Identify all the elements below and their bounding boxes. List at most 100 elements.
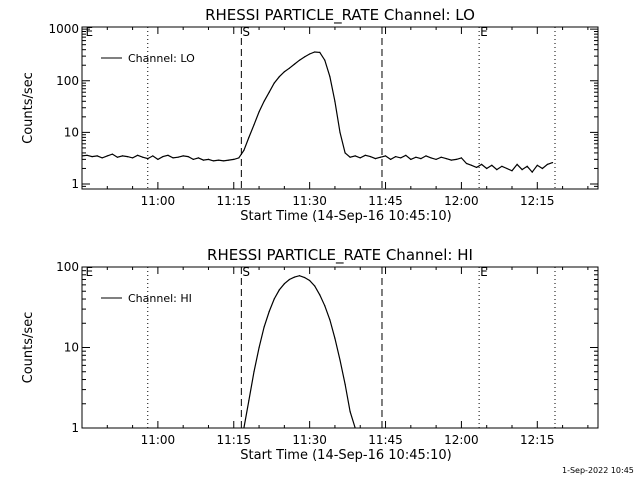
data-point [314,51,315,52]
data-point [294,277,295,278]
data-point [339,359,340,360]
data-point [410,159,411,160]
data-point [299,60,300,61]
data-point [274,298,275,299]
chart-title: RHESSI PARTICLE_RATE Channel: LO [205,6,475,25]
plot-window: RHESSI PARTICLE_RATE Channel: LO E S E 11:00… [0,0,640,480]
data-point [415,157,416,158]
marker-label-e: E [86,25,94,39]
data-point [203,160,204,161]
data-point [334,101,335,102]
marker-label-s: S [242,265,250,279]
data-point [157,159,158,160]
data-point [183,155,184,156]
data-point [329,319,330,320]
data-point [198,157,199,158]
data-point [87,155,88,156]
x-axis-label: Start Time (14-Sep-16 10:45:10) [240,209,451,224]
data-point [304,277,305,278]
data-point [446,158,447,159]
data-point [476,167,477,168]
data-point [456,159,457,160]
data-point [253,124,254,125]
data-point [390,159,391,160]
x-tick-label: 11:30 [292,433,327,447]
data-point [274,83,275,84]
data-point [309,53,310,54]
data-point [385,155,386,156]
data-point [223,160,224,161]
data-point [279,289,280,290]
data-point [142,157,143,158]
data-point [304,56,305,57]
legend-label: Channel: HI [128,292,192,305]
x-tick-label: 11:15 [216,194,251,208]
data-point [522,169,523,170]
data-point [132,157,133,158]
rhessi-plot: RHESSI PARTICLE_RATE Channel: LOE S E11:00… [0,0,640,480]
y-tick-label: 1 [71,421,79,435]
data-point [501,166,502,167]
data-point [425,155,426,156]
x-tick-label: 12:00 [444,194,479,208]
data-point [319,52,320,53]
data-point [532,172,533,173]
y-tick-label: 1 [71,177,79,191]
x-tick-label: 12:15 [520,433,555,447]
data-point [193,159,194,160]
data-point [324,305,325,306]
data-point [537,165,538,166]
y-axis-label: Counts/sec [21,72,36,144]
data-point [365,155,366,156]
data-point [395,156,396,157]
y-axis-label: Counts/sec [21,312,36,384]
data-point [248,400,249,401]
data-point [188,156,189,157]
data-point [552,162,553,163]
x-tick-label: 12:15 [520,194,555,208]
data-point [284,71,285,72]
data-point [233,159,234,160]
data-point [511,170,512,171]
data-point [496,169,497,170]
y-tick-label: 10 [64,341,79,355]
data-point [289,279,290,280]
data-point [517,164,518,165]
data-point [259,347,260,348]
series-line-hi [244,276,355,428]
data-point [173,157,174,158]
data-point [345,384,346,385]
data-point [152,155,153,156]
data-point [466,163,467,164]
x-tick-label: 11:15 [216,433,251,447]
x-tick-label: 11:45 [368,194,403,208]
data-point [375,158,376,159]
data-point [314,285,315,286]
chart-title: RHESSI PARTICLE_RATE Channel: HI [207,246,473,265]
data-point [441,157,442,158]
data-point [334,338,335,339]
data-point [329,76,330,77]
data-point [243,150,244,151]
data-point [345,152,346,153]
x-tick-label: 11:30 [292,194,327,208]
data-point [147,158,148,159]
data-point [420,158,421,159]
data-point [431,157,432,158]
data-point [400,157,401,158]
data-point [238,157,239,158]
data-point [102,157,103,158]
data-point [299,275,300,276]
data-point [122,155,123,156]
data-point [178,157,179,158]
data-point [253,371,254,372]
data-point [228,160,229,161]
data-point [162,156,163,157]
x-tick-label: 12:00 [444,433,479,447]
data-point [360,157,361,158]
data-point [370,156,371,157]
x-tick-label: 11:00 [141,194,176,208]
data-point [167,155,168,156]
marker-label-s: S [242,25,250,39]
data-point [127,156,128,157]
